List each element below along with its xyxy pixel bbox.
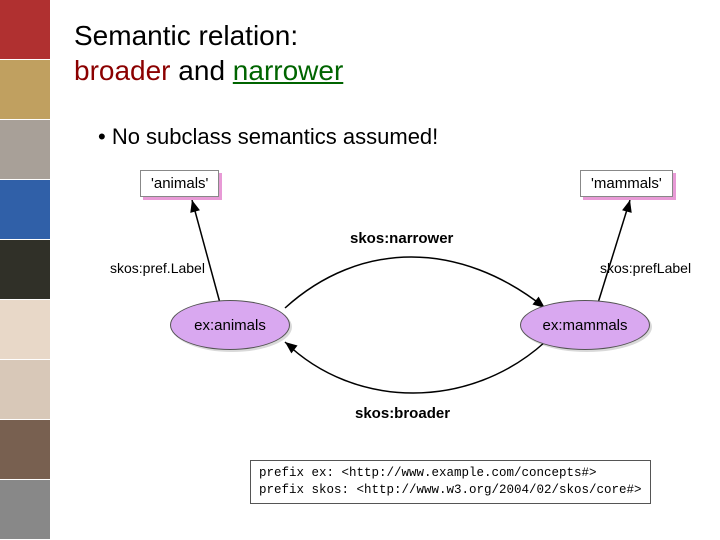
literal-mammals: 'mammals' (580, 170, 673, 197)
node-ex-animals: ex:animals (170, 300, 290, 350)
label-preflabel-left: skos:pref.Label (110, 260, 205, 276)
title-broader: broader (74, 55, 171, 86)
label-narrower: skos:narrower (350, 230, 453, 247)
thumb-3 (0, 120, 50, 180)
thumb-2 (0, 60, 50, 120)
thumb-9 (0, 480, 50, 540)
skos-diagram: 'animals' 'mammals' ex:animals ex:mammal… (110, 170, 710, 510)
title-line1: Semantic relation: (74, 20, 298, 51)
title-and: and (171, 55, 233, 86)
thumb-5 (0, 240, 50, 300)
thumb-1 (0, 0, 50, 60)
prefix-line-1: prefix ex: <http://www.example.com/conce… (259, 465, 642, 482)
title-narrower: narrower (233, 55, 343, 86)
thumbnail-strip (0, 0, 50, 540)
thumb-8 (0, 420, 50, 480)
literal-animals: 'animals' (140, 170, 219, 197)
prefix-line-2: prefix skos: <http://www.w3.org/2004/02/… (259, 482, 642, 499)
thumb-6 (0, 300, 50, 360)
slide-content: Semantic relation: broader and narrower … (50, 0, 720, 540)
label-broader: skos:broader (355, 405, 450, 422)
label-preflabel-right: skos:prefLabel (600, 260, 691, 276)
thumb-7 (0, 360, 50, 420)
node-ex-mammals: ex:mammals (520, 300, 650, 350)
bullet-text: • No subclass semantics assumed! (50, 88, 720, 150)
prefix-box: prefix ex: <http://www.example.com/conce… (250, 460, 651, 504)
thumb-4 (0, 180, 50, 240)
slide-title: Semantic relation: broader and narrower (50, 0, 720, 88)
